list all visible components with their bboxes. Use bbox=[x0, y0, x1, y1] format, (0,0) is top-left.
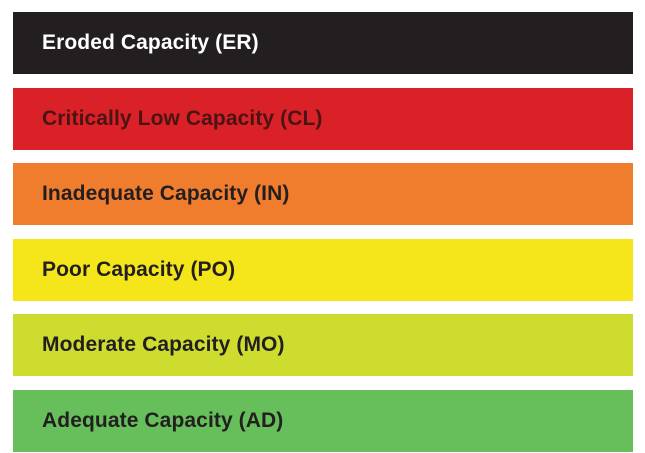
capacity-label: Adequate Capacity (AD) bbox=[42, 409, 284, 432]
capacity-label: Critically Low Capacity (CL) bbox=[42, 106, 323, 130]
capacity-bar: Poor Capacity (PO) bbox=[13, 238, 633, 301]
capacity-bar: Inadequate Capacity (IN) bbox=[13, 163, 633, 226]
capacity-bar: Eroded Capacity (ER) bbox=[13, 12, 633, 74]
capacity-label: Poor Capacity (PO) bbox=[42, 257, 236, 281]
capacity-bar: Moderate Capacity (MO) bbox=[13, 314, 633, 377]
capacity-label: Moderate Capacity (MO) bbox=[42, 333, 285, 357]
capacity-bar: Adequate Capacity (AD) bbox=[13, 390, 633, 452]
capacity-bar: Critically Low Capacity (CL) bbox=[13, 87, 633, 150]
capacity-label: Eroded Capacity (ER) bbox=[42, 31, 259, 54]
capacity-label: Inadequate Capacity (IN) bbox=[42, 182, 290, 206]
